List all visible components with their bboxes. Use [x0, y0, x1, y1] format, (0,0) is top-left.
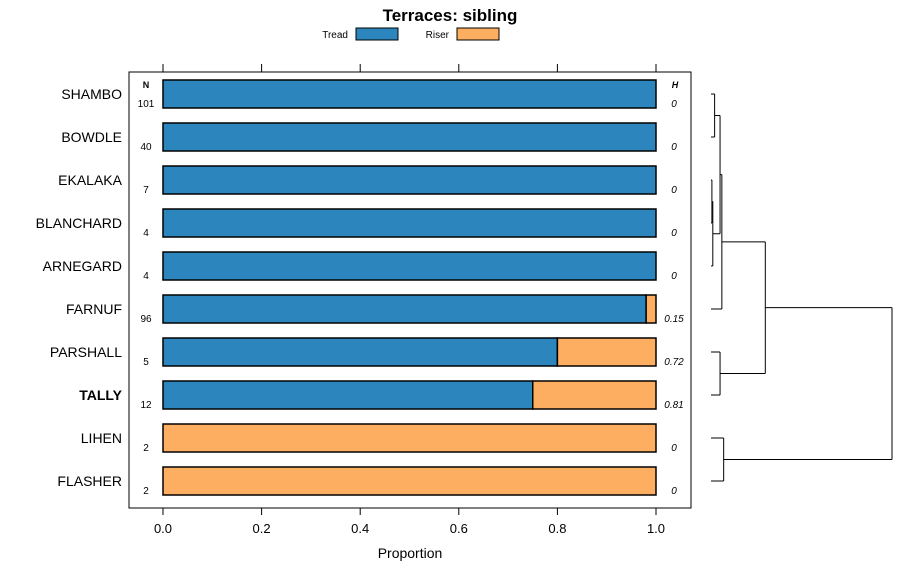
x-axis-title: Proportion: [378, 545, 443, 561]
x-tick-label: 0.8: [548, 521, 566, 536]
row-label: ARNEGARD: [43, 258, 122, 274]
n-value: 7: [143, 185, 149, 196]
row-label: EKALAKA: [58, 172, 122, 188]
bar-riser: [645, 294, 657, 324]
n-value: 4: [143, 228, 149, 239]
h-value: 0: [671, 443, 677, 454]
h-value: 0.15: [664, 314, 684, 325]
n-value: 5: [143, 357, 149, 368]
n-value: 101: [138, 99, 155, 110]
h-value: 0.81: [664, 400, 683, 411]
bar-tread: [162, 337, 559, 367]
h-value: 0: [671, 271, 677, 282]
row-blanchard: BLANCHARD 4 0: [36, 208, 677, 239]
row-label: SHAMBO: [61, 86, 122, 102]
row-shambo: SHAMBO 101 0: [61, 79, 677, 110]
row-flasher: FLASHER 2 0: [57, 466, 677, 497]
n-value: 96: [140, 314, 152, 325]
x-tick-label: 0.4: [351, 521, 369, 536]
h-value: 0: [671, 99, 677, 110]
n-value: 12: [140, 400, 152, 411]
h-value: 0: [671, 185, 677, 196]
n-value: 2: [143, 443, 149, 454]
legend-label-riser: Riser: [426, 30, 450, 41]
row-parshall: PARSHALL 5 0.72: [50, 337, 684, 368]
row-label: TALLY: [79, 387, 122, 403]
row-lihen: LIHEN 2 0: [81, 423, 677, 454]
row-ekalaka: EKALAKA 7 0: [58, 165, 677, 196]
bar-tread: [162, 122, 657, 152]
h-value: 0: [671, 486, 677, 497]
h-value: 0: [671, 142, 677, 153]
h-value: 0.72: [664, 357, 684, 368]
bar-riser: [162, 466, 657, 496]
legend-swatch-riser: [456, 27, 500, 41]
dendrogram: [711, 93, 893, 482]
x-axis: 0.0 0.2 0.4 0.6 0.8 1.0: [154, 64, 665, 536]
row-label: BOWDLE: [61, 129, 122, 145]
bar-tread: [162, 208, 657, 238]
row-label: BLANCHARD: [36, 215, 122, 231]
row-label: FARNUF: [66, 301, 122, 317]
h-value: 0: [671, 228, 677, 239]
bar-tread: [162, 294, 647, 324]
bar-riser: [532, 380, 657, 410]
bar-tread: [162, 79, 657, 109]
bar-riser: [162, 423, 657, 453]
row-bowdle: BOWDLE 40 0: [61, 122, 677, 153]
bar-tread: [162, 380, 534, 410]
x-tick-label: 1.0: [647, 521, 665, 536]
n-column-header: N: [143, 80, 150, 90]
legend-label-tread: Tread: [322, 30, 348, 41]
plot-panel: [128, 71, 692, 509]
n-value: 40: [140, 142, 152, 153]
row-label: LIHEN: [81, 430, 122, 446]
row-label: FLASHER: [57, 473, 122, 489]
chart-title: Terraces: sibling: [383, 6, 518, 25]
bar-riser: [556, 337, 657, 367]
legend-swatch-tread: [355, 27, 399, 41]
n-value: 4: [143, 271, 149, 282]
x-tick-label: 0.0: [154, 521, 172, 536]
n-value: 2: [143, 486, 149, 497]
row-arnegard: ARNEGARD 4 0: [43, 251, 677, 282]
x-tick-label: 0.2: [253, 521, 271, 536]
h-column-header: H: [672, 80, 679, 90]
bar-tread: [162, 251, 657, 281]
legend: Tread Riser: [322, 27, 500, 41]
bar-tread: [162, 165, 657, 195]
x-tick-label: 0.6: [450, 521, 468, 536]
row-label: PARSHALL: [50, 344, 122, 360]
row-farnuf: FARNUF 96 0.15: [66, 294, 684, 325]
row-tally: TALLY 12 0.81: [79, 380, 684, 411]
